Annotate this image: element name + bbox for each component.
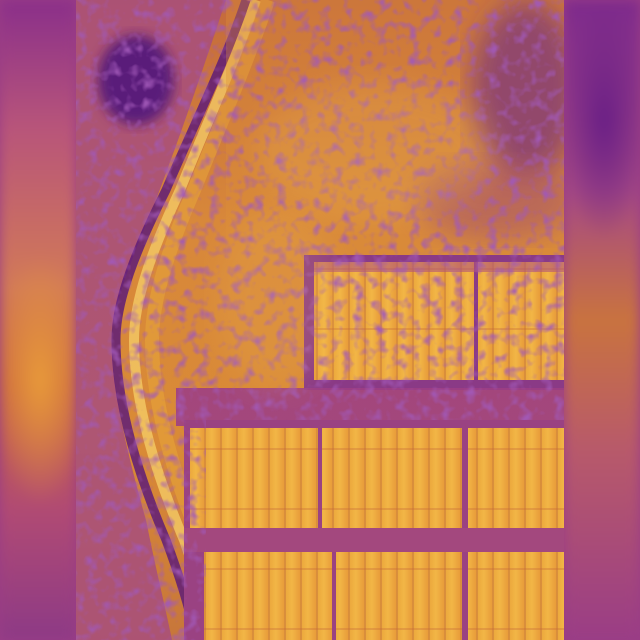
thermal-aerial-image bbox=[76, 0, 564, 640]
left-blurred-border bbox=[0, 0, 76, 640]
right-blurred-border bbox=[564, 0, 640, 640]
solar-array-lower bbox=[184, 420, 564, 640]
thermal-scene bbox=[76, 0, 564, 640]
